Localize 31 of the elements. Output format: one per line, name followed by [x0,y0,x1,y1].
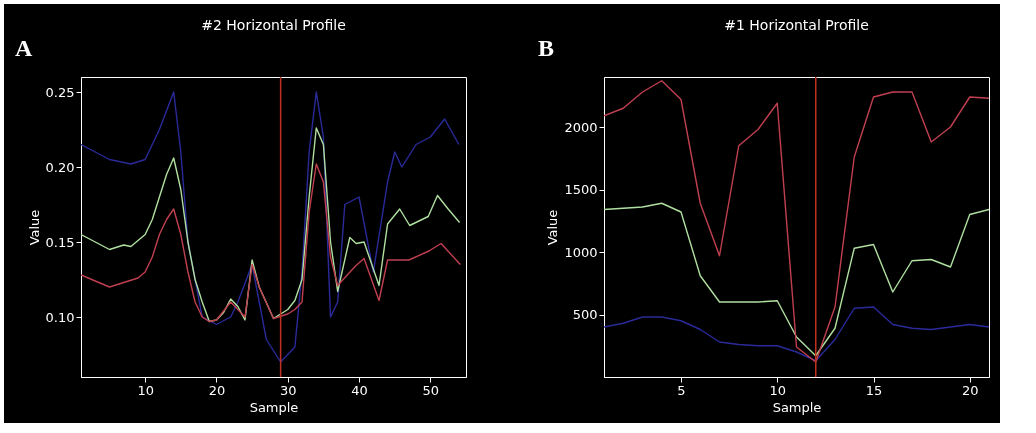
y-tick-label: 0.20 [45,159,75,175]
line-series [604,202,989,357]
y-tick-label: 0.25 [45,84,75,100]
y-axis-title: Value [26,209,42,246]
y-tick-label: 1000 [564,244,598,260]
y-tick-label: 0.15 [45,234,75,250]
y-tick-label: 1500 [564,182,598,197]
x-tick-label: 15 [865,382,883,398]
x-axis-title: Sample [249,399,299,415]
x-tick-label: 5 [677,382,686,398]
line-series [81,163,461,323]
x-tick-label: 10 [769,382,787,398]
line-series [604,306,989,362]
y-tick-label: 2000 [564,119,598,135]
line-series [81,91,460,363]
x-tick-label: 50 [422,382,440,398]
x-tick-label: 30 [279,382,297,398]
x-tick-label: 10 [137,382,154,398]
text: B [538,35,555,61]
line-series [81,127,461,323]
chart-title: #2 Horizontal Profile [201,17,346,33]
y-tick-label: 0.10 [45,309,75,325]
x-tick-label: 20 [961,382,979,398]
x-tick-label: 20 [208,382,226,398]
line-series [604,80,989,363]
chart-title: #1 Horizontal Profile [724,17,869,33]
y-axis-title: Value [545,209,561,246]
text: A [15,35,33,61]
x-axis-title: Sample [772,399,822,415]
x-tick-label: 40 [351,382,368,398]
y-tick-label: 500 [572,307,598,322]
